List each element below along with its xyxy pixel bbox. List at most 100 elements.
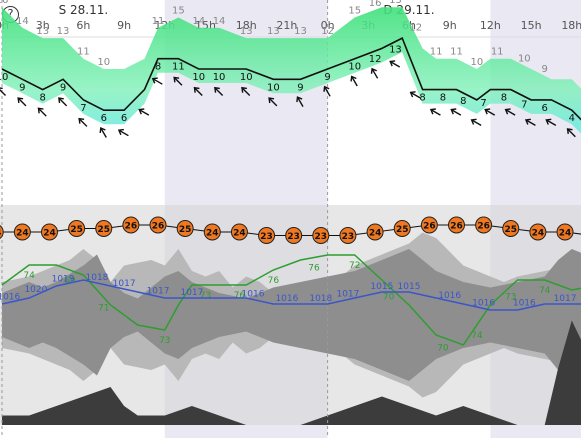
wind-arrow-head [214, 86, 220, 93]
hour-tick-label: 18h [561, 19, 581, 32]
max-temp-label: 14 [16, 16, 29, 27]
wind-speed-dot [68, 220, 86, 237]
temp-label: 7 [480, 98, 486, 109]
temp-label: 7 [80, 103, 86, 114]
wind-speed-label: 24 [233, 229, 246, 239]
humidity-label: 76 [308, 264, 320, 274]
max-temp-label: 12 [409, 23, 422, 34]
max-temp-label: 15 [348, 6, 361, 17]
max-temp-label: 11 [77, 47, 90, 58]
wind-arrow-shaft [351, 77, 358, 87]
wind-speed-label: 25 [97, 225, 110, 235]
humidity-label: 73 [200, 291, 211, 301]
pressure-label: 1016 [438, 291, 461, 301]
humidity-label: 71 [580, 294, 581, 304]
temp-label: 10 [213, 72, 226, 83]
wind-arrow-shaft [0, 87, 7, 97]
temp-label: 11 [172, 62, 185, 73]
pressure-label: 1020 [24, 285, 47, 295]
max-temp-label: 10 [470, 57, 483, 68]
max-temp-label: 11 [430, 47, 443, 58]
max-temp-label: 14 [192, 16, 205, 27]
wind-speed-dot [176, 220, 194, 237]
hour-tick-label: 6h [76, 19, 90, 32]
temp-label: 10 [348, 62, 361, 73]
wind-arrow [173, 76, 183, 86]
temp-label: 6 [121, 113, 127, 124]
wind-arrow-head [193, 86, 200, 93]
temp-label: 9 [19, 82, 25, 93]
wind-arrow-head [99, 126, 106, 134]
temp-label: 8 [155, 62, 161, 73]
max-temp-label: 13 [36, 26, 49, 37]
max-temp-label: 9 [541, 64, 547, 75]
temp-label: 8 [40, 93, 46, 104]
wind-arrow-head [78, 117, 85, 124]
wind-arrow-shaft [269, 98, 278, 107]
pressure-label: 1015 [370, 282, 393, 292]
hour-tick-label: 0h [321, 19, 335, 32]
wind-arrow-head [151, 77, 158, 84]
wind-speed-dot [475, 216, 493, 234]
humidity-label: 70 [437, 344, 449, 354]
humidity-label: 73 [159, 336, 170, 346]
wind-arrow [117, 128, 129, 137]
humidity-label: 71 [98, 304, 109, 314]
hour-tick-label: 21h [276, 19, 297, 32]
pressure-label: 1017 [147, 287, 170, 297]
temp-label: 10 [192, 72, 205, 83]
wind-arrow-shaft [390, 61, 401, 68]
pressure-label: 1015 [398, 282, 421, 292]
max-temp-label: 10 [97, 57, 110, 68]
max-temp-label: 11 [450, 47, 463, 58]
wind-arrow-shaft [546, 119, 557, 127]
wind-arrow-shaft [431, 109, 441, 116]
temperature-line [1, 36, 581, 121]
wind-arrow-head [409, 91, 416, 98]
wind-speed-dot [95, 220, 113, 237]
wind-speed-dot [13, 223, 31, 241]
temp-label: 4 [569, 113, 575, 124]
wind-arrow-shaft [297, 97, 304, 107]
wind-speed-label: 23 [342, 232, 355, 242]
wind-arrow-head [524, 118, 531, 125]
wind-arrow-shaft [324, 87, 331, 97]
wind-speed-dot [40, 223, 58, 241]
pressure-label: 1018 [309, 294, 332, 304]
wind-arrow-shaft [194, 87, 203, 97]
wind-arrow [58, 97, 68, 107]
wind-arrow-shaft [451, 109, 462, 116]
pressure-label: 1016 [275, 294, 298, 304]
wind-speed-label: 24 [206, 229, 219, 239]
wind-speed-dot [285, 227, 303, 244]
wind-arrow [78, 117, 88, 127]
wind-speed-label: 24 [43, 229, 56, 239]
wind-arrow-head [504, 108, 511, 115]
wind-arrow [193, 86, 203, 97]
max-temp-label: 16 [369, 0, 382, 9]
wind-speed-label: 24 [369, 229, 382, 239]
max-temp-label: 13 [267, 26, 280, 37]
wind-speed-label: 23 [260, 232, 273, 242]
wind-arrow-shaft [59, 98, 68, 107]
wind-arrow-head [58, 97, 64, 104]
max-temp-label: 13 [294, 26, 307, 37]
wind-speed-label: 26 [450, 222, 463, 232]
wind-arrow [350, 75, 358, 87]
wind-arrow-head [117, 128, 124, 136]
wind-arrow-shaft [18, 98, 27, 107]
wind-arrow-shaft [371, 69, 379, 79]
wind-arrow-head [241, 86, 248, 93]
wind-arrow-head [389, 60, 396, 67]
pressure-label: 1018 [86, 273, 109, 283]
humidity-label: 76 [234, 291, 246, 301]
temp-label: 12 [369, 54, 382, 65]
temperature-fill-area [2, 7, 581, 134]
humidity-label: 70 [383, 292, 395, 302]
wind-arrow-shaft [79, 118, 88, 127]
pressure-label: 1017 [336, 290, 359, 300]
wind-arrow [524, 118, 536, 127]
wind-speed-label: 24 [16, 229, 29, 239]
max-temp-label: 13 [57, 26, 70, 37]
wind-speed-dot [203, 223, 221, 241]
